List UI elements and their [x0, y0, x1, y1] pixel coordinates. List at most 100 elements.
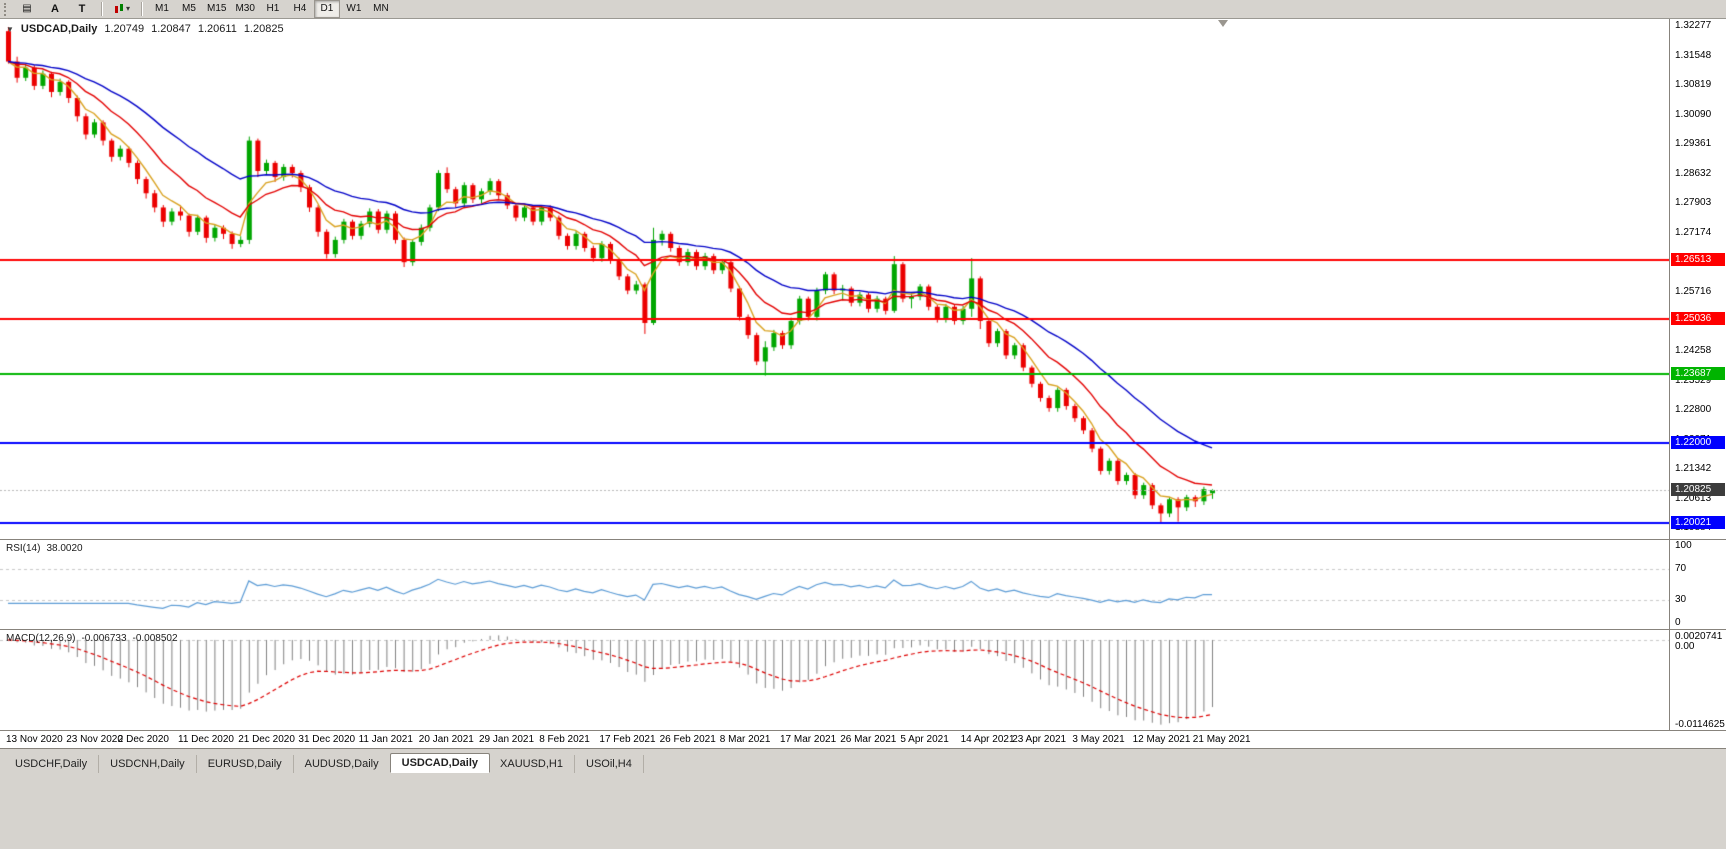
- hline-price-badge: 1.20021: [1671, 515, 1725, 529]
- candle-style-icon: [114, 4, 123, 13]
- toolbar-separator: [101, 2, 103, 16]
- ohlc-open: 1.20749: [104, 23, 145, 35]
- price-axis[interactable]: 1.32277 1.31548 1.30819 1.30090 1.29361 1.286…: [1669, 19, 1726, 539]
- timeframe-button-m30[interactable]: M30: [235, 3, 255, 14]
- date-axis-label: 31 Dec 2020: [298, 734, 356, 745]
- chart-symbol: USDCAD,Daily: [20, 23, 98, 35]
- rsi-name: RSI(14): [6, 543, 41, 554]
- chart-menu-glyph: ▤: [22, 3, 32, 14]
- date-axis-label: 23 Nov 2020: [66, 734, 123, 745]
- chart-tab-usoil[interactable]: USOil,H4: [575, 755, 644, 773]
- price-axis-label: 1.28632: [1675, 167, 1712, 179]
- date-axis-label: 26 Feb 2021: [659, 734, 716, 745]
- price-axis-label: 1.27174: [1675, 226, 1712, 238]
- chart-tabs: USDCHF,Daily USDCNH,Daily EURUSD,Daily AUDU…: [0, 749, 1726, 773]
- rsi-axis[interactable]: 100 70 30 0: [1669, 540, 1726, 629]
- toolbar-separator: [141, 2, 143, 16]
- chart-tab-eurusd[interactable]: EURUSD,Daily: [197, 755, 294, 773]
- ohlc-low: 1.20611: [197, 23, 237, 35]
- hline-price-badge: 1.26513: [1671, 252, 1725, 266]
- timeframe-button-w1[interactable]: W1: [346, 3, 362, 14]
- price-axis-label: 1.20613: [1675, 492, 1712, 504]
- timeframe-button-h1[interactable]: H1: [266, 3, 280, 14]
- date-axis-label: 8 Feb 2021: [539, 734, 590, 745]
- collapse-caret-icon[interactable]: ▼: [6, 24, 14, 34]
- chart-tab-usdcad[interactable]: USDCAD,Daily: [389, 753, 491, 773]
- date-axis-label: 3 May 2021: [1072, 734, 1125, 745]
- price-axis-label: 1.27903: [1675, 197, 1712, 209]
- date-axis-label: 20 Jan 2021: [418, 734, 474, 745]
- price-axis-label: 1.30090: [1675, 108, 1712, 120]
- date-axis-label: 29 Jan 2021: [479, 734, 535, 745]
- rsi-axis-label: 0: [1675, 617, 1681, 628]
- macd-header: MACD(12,26,9) -0.006733 -0.008502: [6, 633, 178, 644]
- timeframe-button-d1[interactable]: D1: [313, 0, 340, 18]
- date-axis-label: 14 Apr 2021: [960, 734, 1015, 745]
- hline-price-badge: 1.23687: [1671, 367, 1725, 381]
- chart-shift-marker[interactable]: [1218, 20, 1228, 27]
- hline-price-badge: 1.25036: [1671, 312, 1725, 326]
- price-axis-label: 1.25716: [1675, 285, 1712, 297]
- rsi-axis-label: 30: [1675, 593, 1687, 605]
- rsi-axis-label: 100: [1675, 540, 1692, 551]
- chart-ohlc-header: ▼ USDCAD,Daily 1.20749 1.20847 1.20611 1…: [6, 23, 284, 35]
- chart-tab-xauusd[interactable]: XAUUSD,H1: [489, 755, 575, 773]
- date-axis-label: 11 Dec 2020: [178, 734, 234, 745]
- price-axis-label: 1.21342: [1675, 463, 1712, 475]
- chart-area: ▼ USDCAD,Daily 1.20749 1.20847 1.20611 1…: [0, 19, 1726, 749]
- rsi-value: 38.0020: [46, 543, 83, 554]
- macd-signal-value: -0.008502: [132, 633, 178, 644]
- price-axis-label: 1.24258: [1675, 345, 1712, 357]
- main-chart-canvas[interactable]: [0, 19, 1670, 539]
- font-tool-button[interactable]: A: [51, 3, 59, 15]
- date-axis-label: 17 Mar 2021: [780, 734, 837, 745]
- rsi-header: RSI(14) 38.0020: [6, 543, 83, 554]
- date-axis-label: 21 May 2021: [1192, 734, 1251, 745]
- chart-window-icon[interactable]: ▤: [14, 0, 40, 18]
- date-axis-label: 13 Nov 2020: [6, 734, 63, 745]
- chart-tab-audusd[interactable]: AUDUSD,Daily: [294, 755, 391, 773]
- date-axis-label: 2 Dec 2020: [117, 734, 169, 745]
- chart-tab-usdchf[interactable]: USDCHF,Daily: [4, 755, 100, 773]
- ohlc-close: 1.20825: [243, 23, 284, 35]
- timeframe-button-m1[interactable]: M1: [155, 3, 169, 14]
- date-axis[interactable]: 13 Nov 2020 23 Nov 2020 2 Dec 2020 11 Dec 2…: [0, 731, 1726, 749]
- timeframe-button-m5[interactable]: M5: [182, 3, 196, 14]
- timeframe-button-mn[interactable]: MN: [373, 3, 389, 14]
- timeframe-button-m15[interactable]: M15: [207, 3, 227, 14]
- ohlc-high: 1.20847: [151, 23, 191, 35]
- current-price-badge: 1.20825: [1671, 483, 1725, 497]
- bottom-filler: [0, 773, 1726, 849]
- date-axis-label: 11 Jan 2021: [358, 734, 413, 745]
- price-axis-label: 1.30819: [1675, 79, 1712, 91]
- macd-pane: MACD(12,26,9) -0.006733 -0.008502 0.0020…: [0, 630, 1726, 731]
- macd-axis[interactable]: 0.0020741 0.00 -0.0114625: [1669, 630, 1726, 730]
- text-tool-button[interactable]: T: [78, 3, 86, 15]
- macd-canvas[interactable]: [0, 630, 1670, 730]
- price-axis-label: 1.22800: [1675, 404, 1712, 416]
- toolbar-grip[interactable]: [4, 2, 9, 16]
- macd-axis-label: 0.00: [1675, 641, 1695, 652]
- date-axis-label: 26 Mar 2021: [840, 734, 897, 745]
- price-axis-label: 1.32277: [1675, 20, 1712, 31]
- hline-price-badge: 1.22000: [1671, 435, 1725, 449]
- rsi-axis-label: 70: [1675, 563, 1687, 575]
- price-axis-label: 1.31548: [1675, 49, 1712, 61]
- main-chart-pane: ▼ USDCAD,Daily 1.20749 1.20847 1.20611 1…: [0, 19, 1726, 540]
- timeframe-button-h4[interactable]: H4: [293, 3, 307, 14]
- date-axis-label: 8 Mar 2021: [719, 734, 771, 745]
- date-axis-label: 17 Feb 2021: [599, 734, 656, 745]
- date-axis-label: 12 May 2021: [1132, 734, 1191, 745]
- date-axis-label: 5 Apr 2021: [900, 734, 949, 745]
- macd-value: -0.006733: [81, 633, 127, 644]
- chart-tab-usdcnh[interactable]: USDCNH,Daily: [99, 755, 197, 773]
- date-axis-label: 23 Apr 2021: [1012, 734, 1067, 745]
- macd-axis-label: 0.0020741: [1675, 631, 1723, 642]
- line-style-dropdown[interactable]: ▾: [109, 0, 135, 18]
- rsi-canvas[interactable]: [0, 540, 1670, 629]
- macd-name: MACD(12,26,9): [6, 633, 76, 644]
- date-axis-label: 21 Dec 2020: [238, 734, 295, 745]
